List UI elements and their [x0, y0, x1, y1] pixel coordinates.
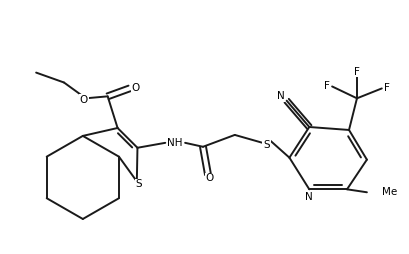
Text: O: O: [131, 83, 139, 93]
Text: Me: Me: [382, 187, 397, 197]
Text: NH: NH: [167, 138, 183, 148]
Text: O: O: [206, 173, 214, 183]
Text: N: N: [306, 192, 313, 202]
Text: F: F: [384, 83, 390, 93]
Text: N: N: [277, 91, 285, 101]
Text: S: S: [135, 179, 142, 189]
Text: F: F: [354, 67, 360, 77]
Text: F: F: [324, 82, 330, 91]
Text: S: S: [263, 140, 270, 150]
Text: O: O: [80, 95, 88, 105]
